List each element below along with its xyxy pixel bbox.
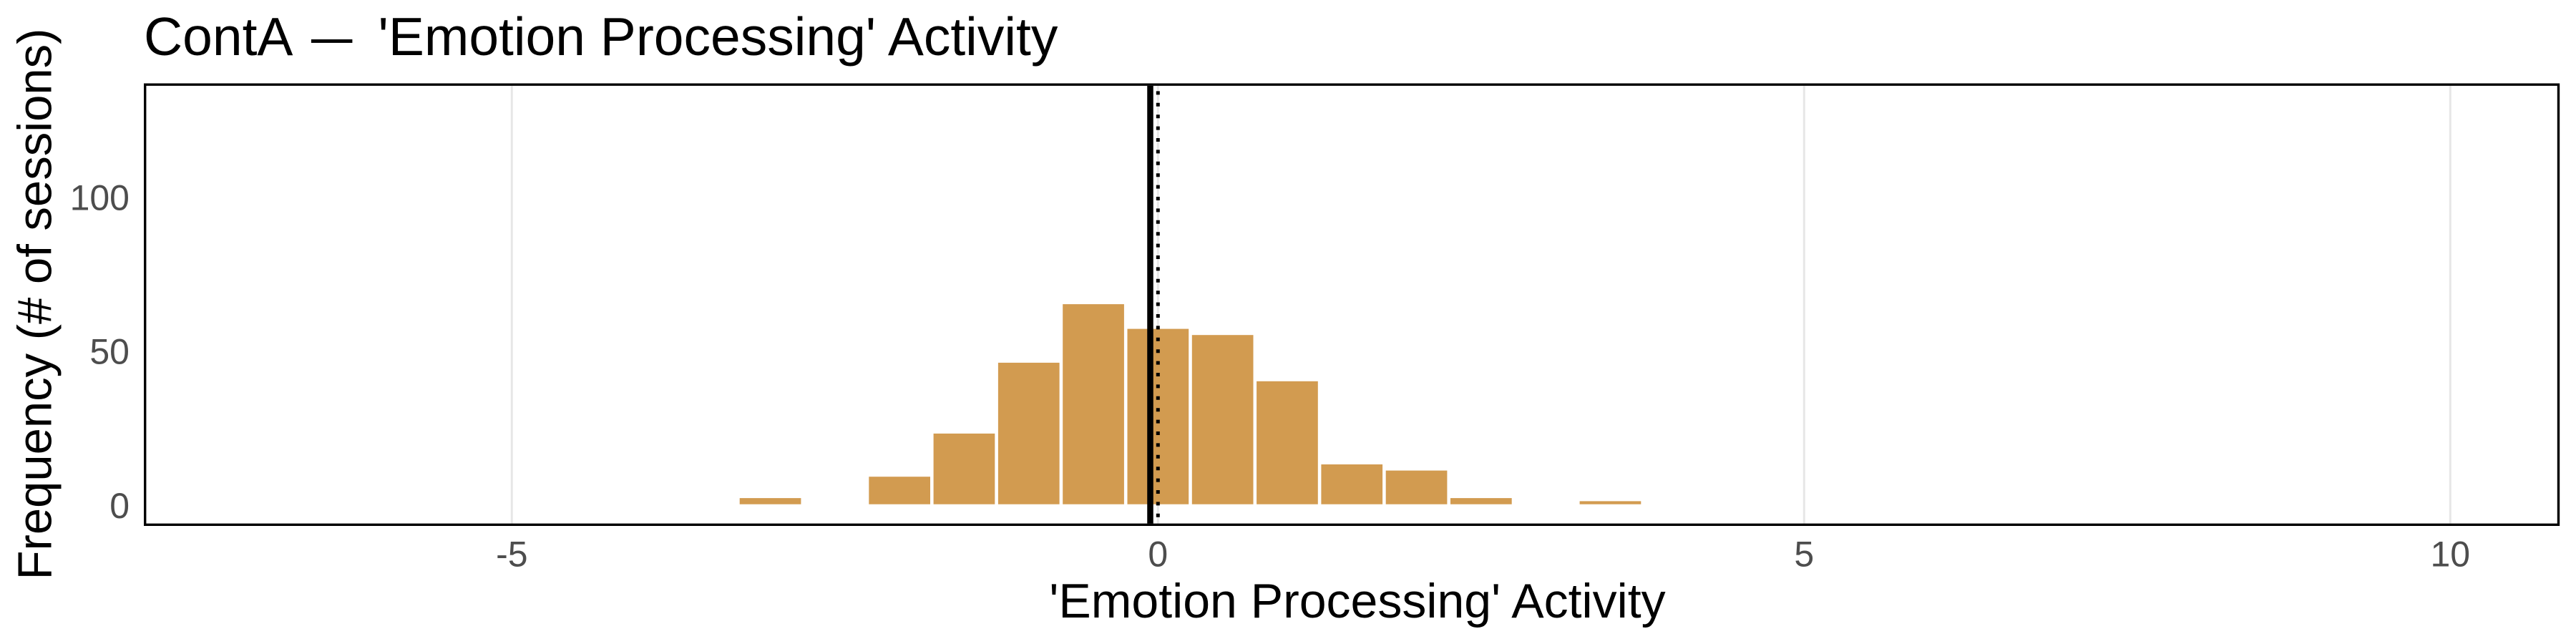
- svg-text:0: 0: [109, 486, 130, 526]
- svg-text:50: 50: [89, 332, 130, 372]
- svg-text:ContA: ContA: [144, 6, 293, 67]
- svg-text:10: 10: [2430, 535, 2470, 575]
- svg-text:5: 5: [1794, 535, 1814, 575]
- svg-text:0: 0: [1148, 535, 1168, 575]
- svg-text:100: 100: [70, 177, 130, 218]
- svg-text:-5: -5: [496, 535, 527, 575]
- svg-text:Frequency (# of sessions): Frequency (# of sessions): [9, 29, 62, 580]
- svg-text:'Emotion Processing' Activity: 'Emotion Processing' Activity: [379, 6, 1058, 67]
- svg-text:'Emotion Processing' Activity: 'Emotion Processing' Activity: [1049, 574, 1665, 628]
